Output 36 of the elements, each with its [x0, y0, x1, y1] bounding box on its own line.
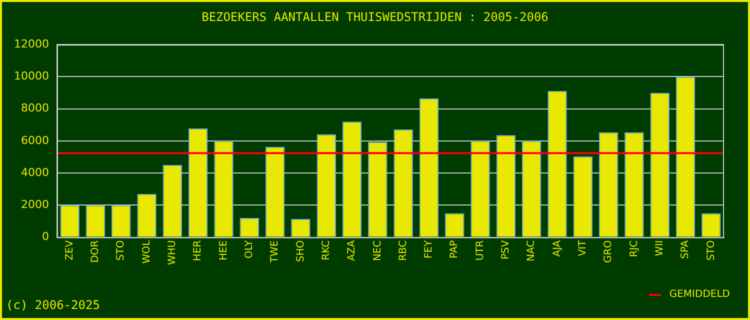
- x-tick-label: WOL: [141, 240, 152, 264]
- x-tick-label: ZEV: [64, 240, 76, 260]
- x-tick-label: PSV: [500, 240, 512, 260]
- x-tick-label: HER: [192, 240, 204, 262]
- x-tick-label: WII: [654, 240, 666, 256]
- x-tick-label: FEY: [424, 239, 435, 258]
- x-tick-label: STO: [116, 240, 127, 261]
- x-tick-label: HEE: [218, 240, 230, 260]
- x-tick-label: DOR: [90, 240, 102, 263]
- y-tick-label: 12000: [14, 37, 49, 50]
- x-tick-label: SPA: [680, 240, 692, 259]
- x-tick-label: NAC: [526, 240, 538, 262]
- x-tick-label: RBC: [398, 240, 409, 261]
- x-tick-label: WHU: [167, 240, 178, 266]
- x-tick-label: RJC: [628, 240, 640, 258]
- x-tick-label: PAP: [449, 240, 460, 259]
- x-tick-label: OLY: [244, 239, 255, 259]
- y-tick-label: 8000: [20, 102, 49, 115]
- x-tick-label: UTR: [474, 240, 486, 261]
- x-tick-label: AZA: [346, 240, 358, 261]
- x-tick-label: VIT: [577, 239, 588, 256]
- y-tick-label: 6000: [20, 134, 49, 147]
- y-tick-label: 4000: [20, 166, 49, 179]
- chart-title: BEZOEKERS AANTALLEN THUISWEDSTRIJDEN : 2005-2006: [200, 10, 550, 24]
- x-tick-label: NEC: [372, 240, 384, 262]
- y-tick-label: 0: [42, 230, 49, 244]
- x-tick-label: STO: [706, 240, 717, 261]
- x-tick-label: RKC: [320, 240, 332, 260]
- x-tick-label: GRO: [603, 240, 614, 263]
- x-tick-label: AJA: [552, 240, 563, 257]
- x-tick-label: TWE: [270, 240, 281, 264]
- legend-label: GEMIDDELD: [669, 289, 730, 300]
- text: (c) 2006-2025: [6, 298, 100, 312]
- y-tick-label: 10000: [14, 70, 49, 83]
- y-tick-label: 2000: [20, 198, 49, 212]
- x-tick-label: SHO: [295, 240, 306, 262]
